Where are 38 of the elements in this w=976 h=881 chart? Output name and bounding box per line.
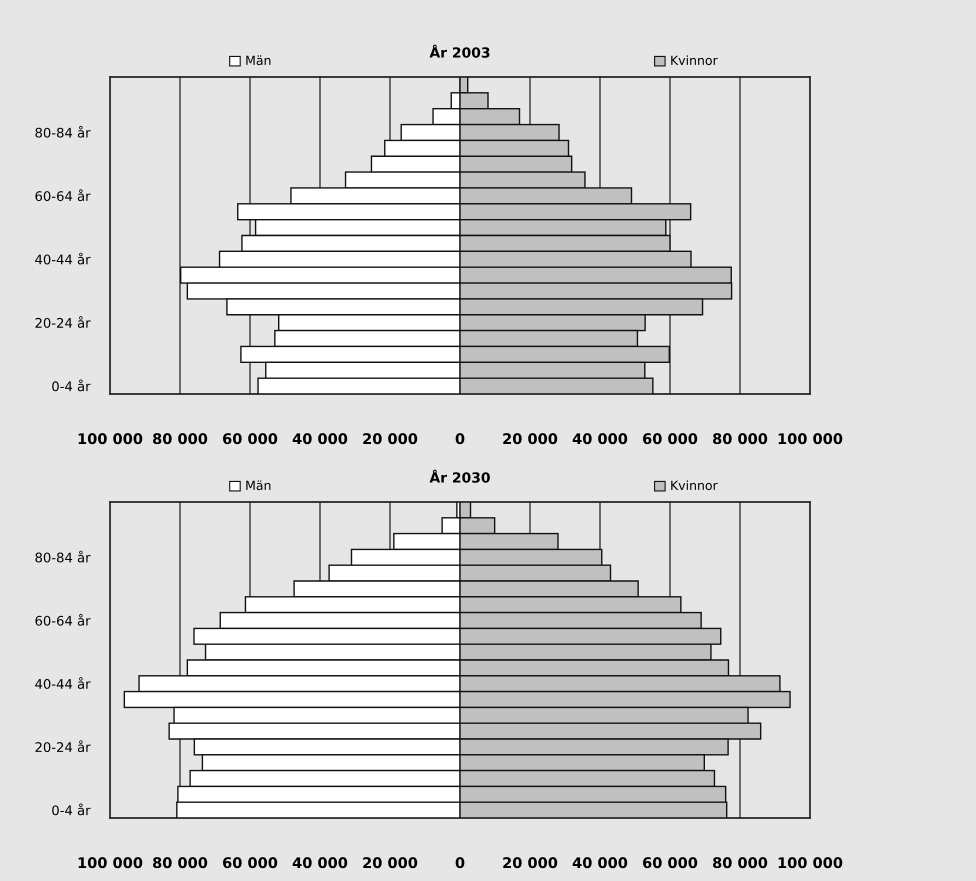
x-tick-label: 20 000 xyxy=(503,857,558,868)
chart-title: År 2030 xyxy=(430,470,490,483)
x-tick-label: 40 000 xyxy=(292,433,348,444)
y-tick-label: 80-84 år xyxy=(35,126,91,138)
x-tick-label: 40 000 xyxy=(572,857,628,868)
x-tick-label: 100 000 xyxy=(778,857,842,868)
y-tick-label: 60-64 år xyxy=(35,614,91,626)
x-tick-label: 60 000 xyxy=(223,857,278,868)
y-tick-label: 0-4 år xyxy=(52,380,91,392)
x-tick-label: 100 000 xyxy=(78,433,142,444)
y-tick-label: 0-4 år xyxy=(52,804,91,816)
x-tick-label: 40 000 xyxy=(572,433,628,444)
x-tick-label: 60 000 xyxy=(223,433,278,444)
y-tick-label: 60-64 år xyxy=(35,189,91,202)
y-tick-label: 20-24 år xyxy=(35,316,91,328)
x-tick-label: 60 000 xyxy=(643,857,698,868)
y-tick-label: 40-44 år xyxy=(35,677,91,689)
x-tick-label: 0 xyxy=(456,857,464,868)
x-tick-label: 60 000 xyxy=(643,433,698,444)
y-tick-label: 40-44 år xyxy=(35,252,91,264)
x-tick-label: 20 000 xyxy=(503,433,558,444)
x-tick-label: 100 000 xyxy=(778,433,842,444)
x-tick-label: 40 000 xyxy=(292,857,348,868)
legend-label: Män xyxy=(246,55,270,66)
x-tick-label: 80 000 xyxy=(712,857,768,868)
x-tick-label: 80 000 xyxy=(152,857,208,868)
legend-label: Män xyxy=(246,480,270,490)
x-tick-label: 80 000 xyxy=(152,433,208,444)
y-tick-label: 20-24 år xyxy=(35,740,91,752)
chart-title: År 2003 xyxy=(430,44,490,58)
x-tick-label: 0 xyxy=(456,433,464,444)
x-tick-label: 20 000 xyxy=(363,857,418,868)
y-tick-label: 80-84 år xyxy=(35,550,91,562)
x-tick-label: 100 000 xyxy=(78,857,142,868)
x-tick-label: 80 000 xyxy=(712,433,768,444)
legend-label: Kvinnor xyxy=(671,480,718,490)
legend-label: Kvinnor xyxy=(671,55,718,66)
x-tick-label: 20 000 xyxy=(363,433,418,444)
